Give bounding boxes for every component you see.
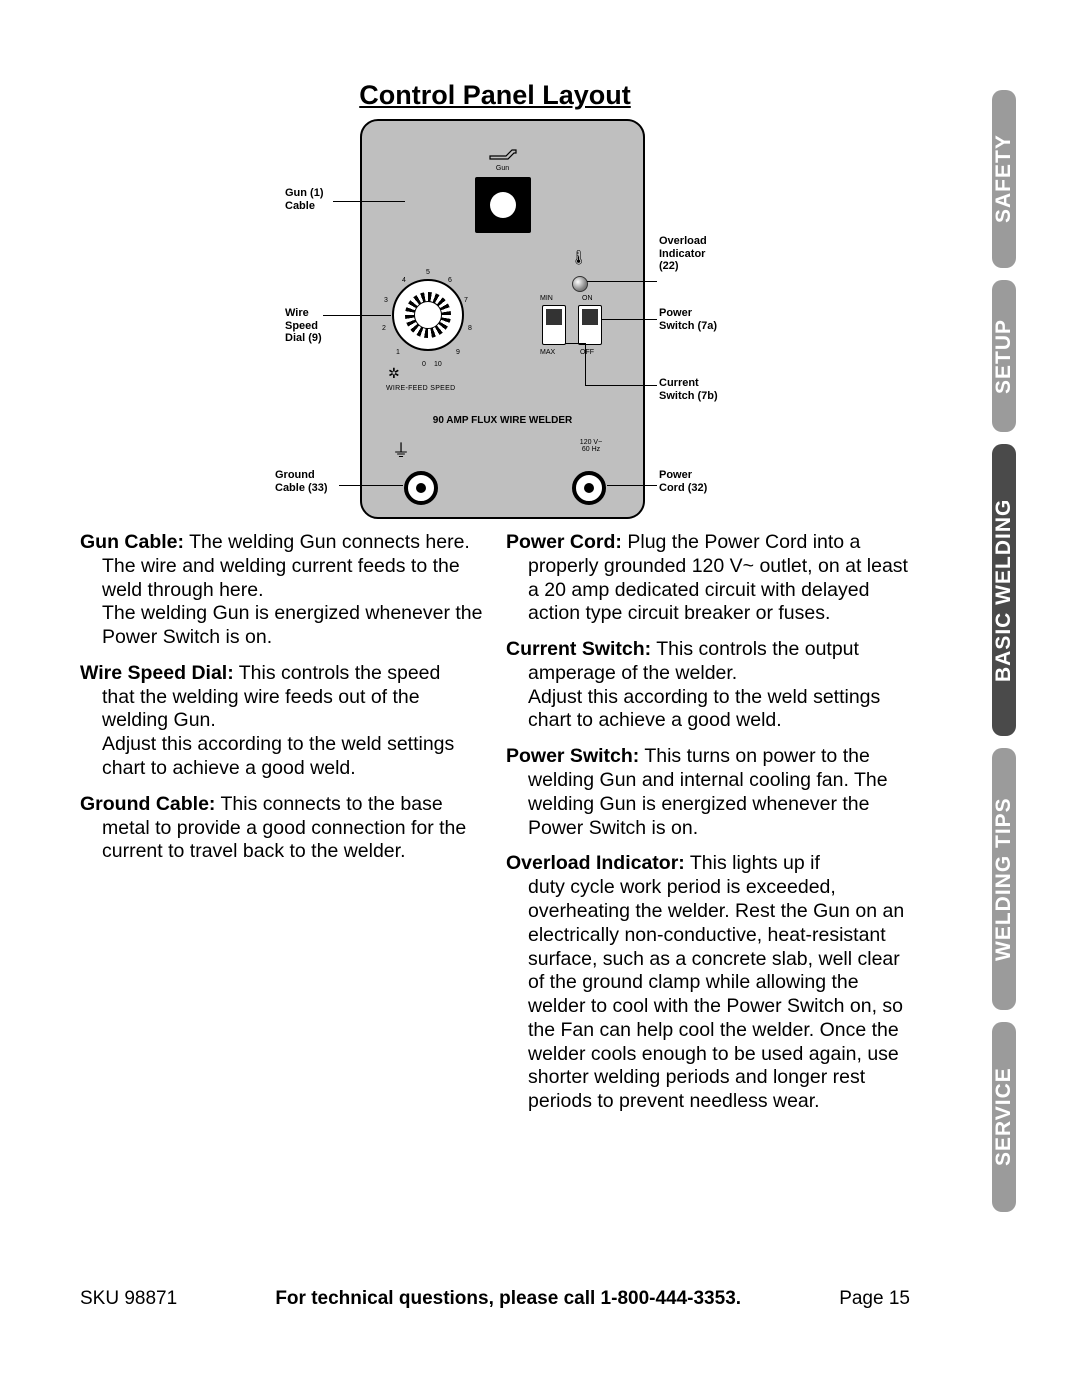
dial-numbers: 0 1 2 3 4 5 6 7 8 9 10 (378, 269, 478, 369)
entry-line: properly grounded 120 V~ outlet, on at l… (506, 555, 910, 626)
entry-lead: Current Switch: (506, 638, 651, 660)
entry-line: The wire and welding current feeds to th… (80, 555, 484, 603)
entry-line: The welding Gun is energized whenever th… (80, 602, 484, 650)
entry-line: that the welding wire feeds out of the w… (80, 686, 484, 734)
ground-cable-jack (404, 471, 438, 505)
entry-lead: Ground Cable: (80, 793, 215, 815)
right-column: Power Cord: Plug the Power Cord into apr… (506, 531, 910, 1126)
sku-label: SKU 98871 (80, 1288, 177, 1310)
page-number: Page 15 (839, 1288, 910, 1310)
entry-first-text: This controls the speed (234, 662, 441, 684)
entry-lead: Wire Speed Dial: (80, 662, 234, 684)
off-label: OFF (580, 349, 594, 356)
entry-first-text: This turns on power to the (639, 745, 870, 767)
entry-first-text: The welding Gun connects here. (184, 531, 470, 553)
left-column: Gun Cable: The welding Gun connects here… (80, 531, 484, 1126)
fan-icon: ✲ (388, 365, 400, 382)
description-entry: Power Switch: This turns on power to the… (506, 745, 910, 840)
section-tab-welding-tips[interactable]: WELDING TIPS (992, 748, 1016, 1010)
overload-indicator-led (572, 276, 588, 292)
callout-wire-speed: WireSpeedDial (9) (285, 307, 322, 345)
max-label: MAX (540, 349, 555, 356)
section-tabs: SAFETY SETUP BASIC WELDING WELDING TIPS SERV… (992, 90, 1050, 1224)
description-entry: Power Cord: Plug the Power Cord into apr… (506, 531, 910, 626)
callout-power-cord: PowerCord (32) (659, 469, 707, 494)
wire-feed-speed-label: WIRE-FEED SPEED (386, 385, 455, 392)
entry-lead: Power Cord: (506, 531, 622, 553)
voltage-label: 120 V~60 Hz (566, 439, 616, 453)
callout-current-switch: CurrentSwitch (7b) (659, 377, 718, 402)
tech-support-label: For technical questions, please call 1-8… (275, 1288, 741, 1310)
entry-lead: Power Switch: (506, 745, 639, 767)
callout-overload: OverloadIndicator(22) (659, 235, 707, 273)
gun-small-label: Gun (496, 165, 509, 172)
callout-power-switch: PowerSwitch (7a) (659, 307, 717, 332)
entry-line: Adjust this according to the weld settin… (506, 686, 910, 734)
section-tab-setup[interactable]: SETUP (992, 280, 1016, 432)
gun-cable-port (475, 177, 531, 233)
amp-label: 90 AMP FLUX WIRE WELDER (362, 415, 643, 426)
section-tab-safety[interactable]: SAFETY (992, 90, 1016, 268)
description-entry: Wire Speed Dial: This controls the speed… (80, 662, 484, 781)
section-tab-service[interactable]: SERVICE (992, 1022, 1016, 1212)
power-switch (578, 305, 602, 345)
callout-ground-cable: GroundCable (33) (275, 469, 328, 494)
min-label: MIN (540, 295, 553, 302)
entry-line: welding Gun and internal cooling fan. Th… (506, 769, 910, 840)
current-switch (542, 305, 566, 345)
entry-lead: Overload Indicator: (506, 852, 685, 874)
description-entry: Gun Cable: The welding Gun connects here… (80, 531, 484, 650)
description-entry: Ground Cable: This connects to the basem… (80, 793, 484, 864)
control-panel-diagram: Gun 🌡 0 1 2 3 4 5 6 7 8 9 10 ✲ WIRE-FEED… (215, 119, 775, 519)
on-label: ON (582, 295, 593, 302)
entry-first-text: Plug the Power Cord into a (622, 531, 860, 553)
description-entry: Current Switch: This controls the output… (506, 638, 910, 733)
ground-icon: ⏚ (392, 437, 410, 463)
section-tab-basic-welding[interactable]: BASIC WELDING (992, 444, 1016, 736)
description-columns: Gun Cable: The welding Gun connects here… (80, 531, 910, 1126)
power-cord-jack (572, 471, 606, 505)
entry-first-text: This controls the output (651, 638, 859, 660)
entry-line: metal to provide a good connection for t… (80, 817, 484, 865)
callout-gun-cable: Gun (1)Cable (285, 187, 324, 212)
page-title: Control Panel Layout (80, 80, 910, 111)
entry-first-text: This connects to the base (215, 793, 442, 815)
entry-first-text: This lights up if (685, 852, 820, 874)
gun-icon (486, 147, 520, 163)
thermometer-icon: 🌡 (570, 249, 588, 266)
page-footer: SKU 98871 For technical questions, pleas… (80, 1288, 910, 1310)
entry-line: Adjust this according to the weld settin… (80, 733, 484, 781)
entry-lead: Gun Cable: (80, 531, 184, 553)
description-entry: Overload Indicator: This lights up ifdut… (506, 852, 910, 1114)
entry-line: duty cycle work period is exceeded, over… (506, 876, 910, 1114)
entry-line: amperage of the welder. (506, 662, 910, 686)
